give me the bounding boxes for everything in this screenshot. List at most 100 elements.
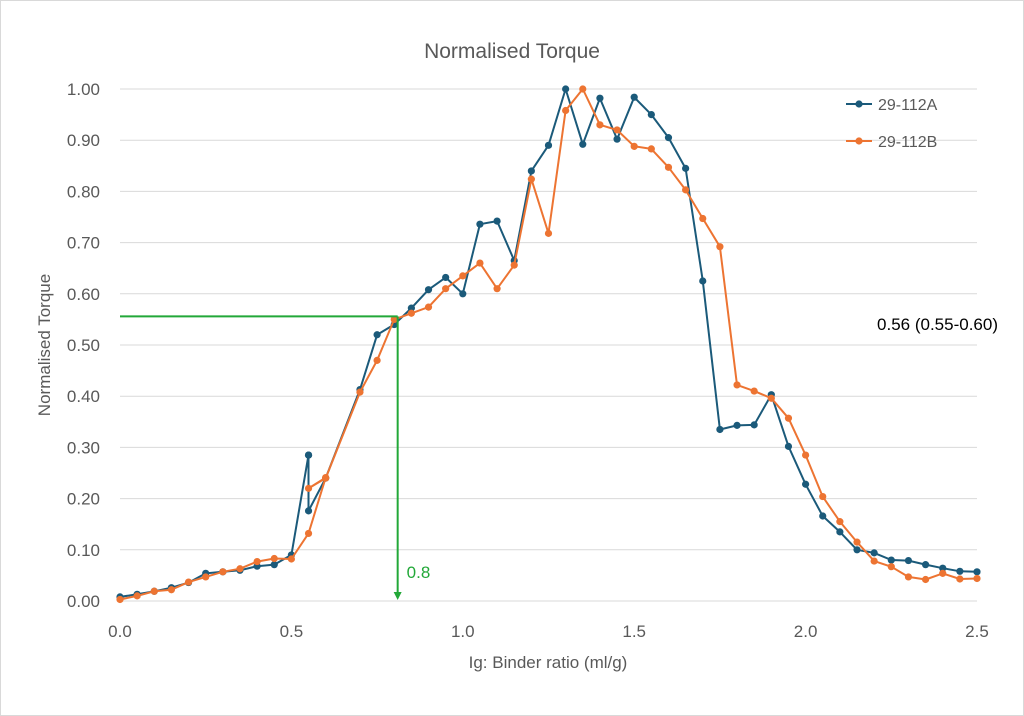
y-tick-label: 0.20	[67, 490, 100, 509]
y-tick-label: 0.10	[67, 541, 100, 560]
data-point	[596, 121, 604, 129]
y-tick-label: 0.70	[67, 234, 100, 253]
data-point	[184, 578, 193, 586]
reference-annotation: 0.8 0.56 (0.55-0.60)	[120, 315, 998, 600]
data-point	[836, 528, 844, 536]
x-tick-label: 1.5	[622, 622, 646, 641]
y-tick-label: 0.30	[67, 438, 100, 457]
data-point	[887, 563, 895, 571]
data-point	[304, 507, 313, 515]
x-axis-label: Ig: Binder ratio (ml/g)	[469, 653, 628, 672]
data-point	[476, 220, 484, 228]
data-point	[579, 85, 587, 93]
data-point	[716, 243, 724, 251]
data-point	[407, 309, 415, 317]
data-point	[904, 556, 913, 565]
data-point	[150, 587, 158, 595]
data-point	[270, 561, 278, 569]
data-point	[304, 529, 313, 538]
legend-marker	[855, 100, 863, 108]
data-point	[973, 574, 981, 583]
y-tick-label: 0.50	[67, 336, 100, 355]
data-point	[133, 592, 141, 600]
data-point	[664, 134, 673, 142]
data-point	[904, 573, 913, 581]
data-point	[682, 164, 690, 172]
data-point	[939, 569, 947, 577]
data-point	[802, 480, 810, 488]
data-point	[596, 94, 604, 102]
data-point	[287, 555, 295, 563]
data-point	[219, 568, 227, 576]
data-point	[802, 451, 810, 459]
data-point	[442, 273, 450, 282]
data-point	[973, 568, 981, 576]
y-tick-label: 0.60	[67, 285, 100, 304]
data-point	[921, 561, 930, 569]
gridlines	[120, 88, 977, 602]
data-point	[459, 272, 467, 280]
data-point	[853, 538, 861, 546]
series-line	[119, 88, 978, 601]
data-point	[373, 331, 381, 339]
data-point	[870, 557, 878, 565]
data-point	[304, 451, 313, 459]
data-point	[699, 214, 707, 223]
data-point	[939, 564, 947, 572]
data-point	[304, 484, 313, 492]
data-point	[527, 175, 535, 183]
data-point	[167, 586, 176, 594]
data-point	[407, 304, 415, 312]
data-point	[476, 259, 484, 267]
y-tick-label: 0.90	[67, 131, 100, 150]
data-point	[682, 186, 690, 194]
y-tick-label: 0.40	[67, 387, 100, 406]
data-point	[116, 595, 124, 604]
data-point	[202, 573, 210, 581]
data-point	[579, 140, 587, 148]
y-tick-label: 0.00	[67, 592, 100, 611]
data-point	[459, 290, 467, 298]
data-point	[236, 565, 244, 573]
data-point	[647, 111, 655, 119]
legend: 29-112A 29-112B	[846, 97, 938, 151]
data-point	[510, 261, 518, 269]
data-point	[356, 388, 364, 396]
data-point	[733, 381, 741, 389]
data-point	[699, 277, 707, 285]
x-tick-label: 0.0	[108, 622, 132, 641]
data-point	[613, 126, 621, 134]
data-point	[956, 575, 964, 583]
arrow-head	[393, 592, 402, 600]
data-point	[767, 394, 775, 402]
data-point	[322, 474, 330, 482]
data-point	[819, 492, 827, 501]
x-tick-label: 0.5	[280, 622, 304, 641]
series-29-112A	[116, 85, 981, 601]
data-point	[956, 567, 964, 575]
data-point	[442, 285, 450, 293]
y-tick-label: 0.80	[67, 182, 100, 201]
data-point	[819, 512, 827, 520]
x-tick-label: 2.0	[794, 622, 818, 641]
data-point	[630, 142, 638, 150]
data-point	[493, 217, 501, 225]
data-point	[750, 421, 758, 429]
data-point	[750, 387, 758, 395]
data-point	[424, 286, 433, 294]
data-point	[562, 106, 570, 115]
data-point	[527, 167, 535, 175]
y-axis-ticks: 0.00 0.10 0.20 0.30 0.40 0.50 0.60 0.70 0.80 0.90…	[67, 80, 100, 611]
data-point	[493, 285, 501, 293]
reference-value-label: 0.56 (0.55-0.60)	[877, 315, 998, 334]
legend-label: 29-112B	[878, 134, 937, 151]
legend-label: 29-112A	[878, 97, 938, 114]
data-point	[853, 546, 861, 554]
legend-item: 29-112A	[846, 97, 938, 114]
data-point	[253, 557, 261, 566]
legend-item: 29-112B	[846, 134, 937, 151]
data-point	[784, 442, 793, 450]
data-point	[544, 229, 553, 237]
